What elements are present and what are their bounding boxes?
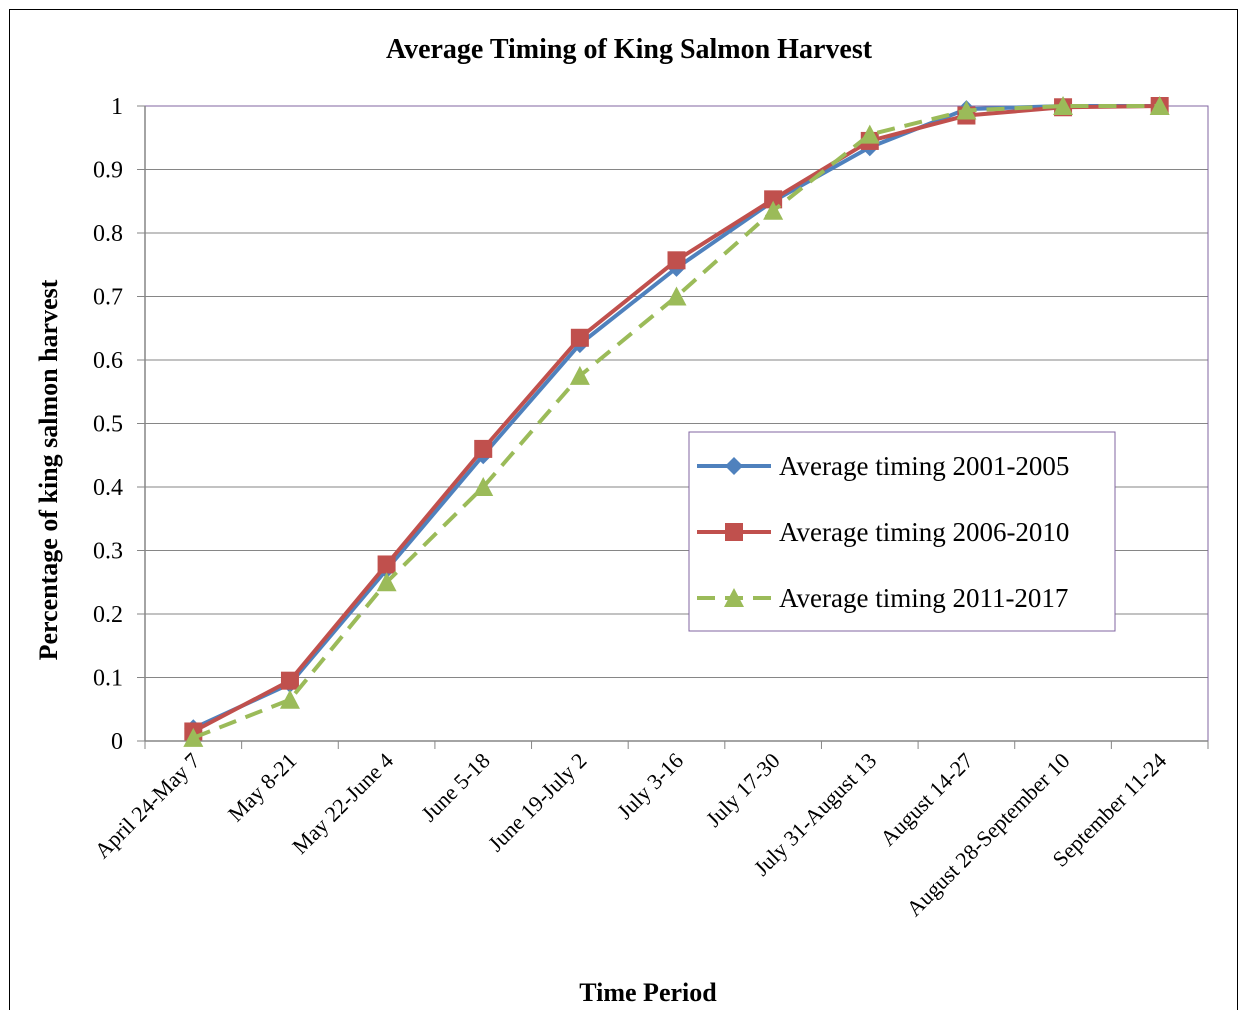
y-tick-label: 0.4 (93, 475, 123, 501)
legend-label: Average timing 2011-2017 (779, 583, 1068, 613)
series-line (192, 104, 1160, 734)
marker (725, 457, 743, 475)
marker (183, 727, 204, 747)
y-tick-label: 0.6 (93, 348, 123, 374)
marker (725, 523, 743, 541)
y-tick-label: 0.7 (93, 285, 123, 311)
x-tick-label: August 14-27 (875, 748, 978, 851)
y-tick-label: 0.3 (93, 539, 123, 565)
legend-label: Average timing 2006-2010 (779, 517, 1069, 547)
y-tick-label: 1 (111, 94, 123, 120)
marker (376, 572, 397, 592)
chart-border (9, 9, 1238, 1010)
series-line (192, 104, 1160, 731)
marker (570, 328, 589, 347)
marker (473, 477, 494, 496)
x-tick-label: June 19-July 2 (483, 748, 591, 856)
marker (1053, 96, 1074, 115)
y-axis-label: Percentage of king salmon harvest (34, 279, 63, 660)
marker (666, 286, 687, 306)
marker (569, 365, 590, 385)
marker (764, 190, 783, 209)
marker (859, 124, 880, 144)
marker (279, 689, 300, 709)
marker (280, 671, 299, 690)
y-tick-label: 0.5 (93, 412, 123, 438)
y-tick-label: 0.8 (93, 221, 123, 247)
marker (474, 439, 493, 458)
x-tick-label: July 17-30 (701, 748, 785, 832)
series-line (192, 104, 1160, 740)
chart-title: Average Timing of King Salmon Harvest (386, 34, 873, 65)
y-tick-label: 0.9 (93, 158, 123, 184)
legend-label: Average timing 2001-2005 (779, 451, 1069, 481)
x-tick-label: August 28-September 10 (901, 748, 1074, 921)
marker (724, 588, 744, 607)
x-tick-label: April 24-May 7 (90, 748, 205, 863)
y-tick-label: 0 (111, 729, 123, 755)
x-tick-label: May 8-21 (223, 748, 302, 827)
marker (667, 251, 686, 270)
y-tick-label: 0.1 (93, 666, 123, 692)
marker (1149, 96, 1170, 115)
x-axis-label: Time Period (579, 978, 717, 1007)
x-tick-label: July 3-16 (612, 748, 688, 824)
marker (377, 555, 396, 574)
x-tick-label: May 22-June 4 (287, 748, 398, 859)
marker (763, 200, 784, 220)
marker (956, 100, 977, 120)
x-tick-label: June 5-18 (416, 748, 495, 827)
y-tick-label: 0.2 (93, 602, 123, 628)
